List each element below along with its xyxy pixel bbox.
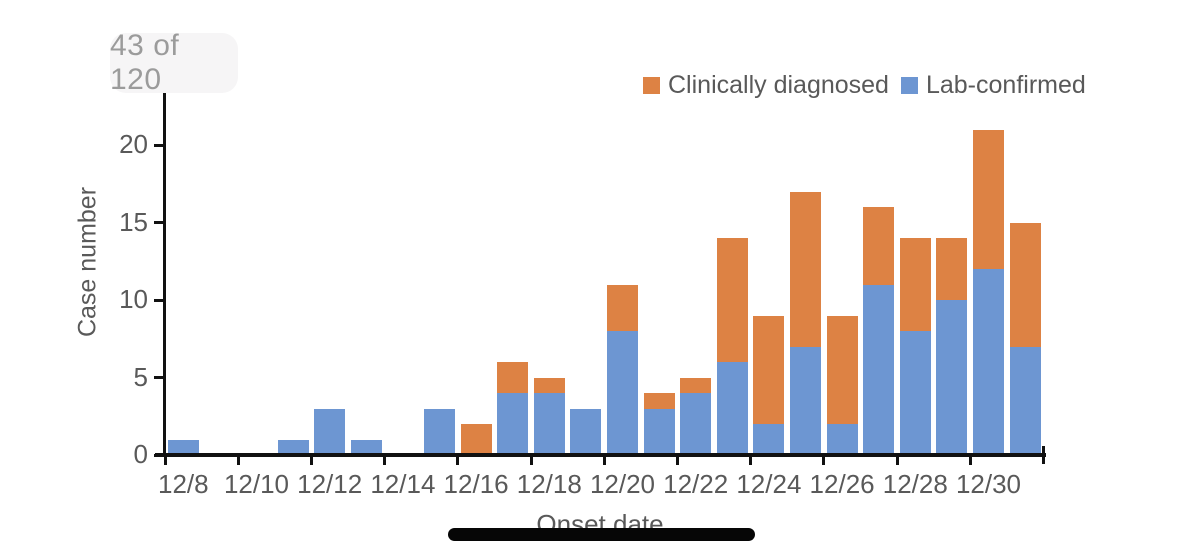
legend-item-lab-confirmed: Lab-confirmed xyxy=(900,71,1086,100)
bar-segment-lab xyxy=(497,393,529,455)
bar-segment-clinical xyxy=(826,315,858,424)
image-counter-badge: 43 of 120 xyxy=(110,29,238,96)
bar-segment-lab xyxy=(936,300,968,455)
legend-item-clinically-diagnosed: Clinically diagnosed xyxy=(643,71,889,100)
bar-segment-lab xyxy=(607,331,638,455)
x-tick-label: 12/20 xyxy=(589,469,656,499)
home-indicator[interactable] xyxy=(448,528,755,541)
x-tick-label: 12/16 xyxy=(443,469,509,499)
bar-segment-lab xyxy=(314,408,346,455)
bar-segment-lab xyxy=(899,331,931,455)
y-tick-label: 10 xyxy=(119,284,148,314)
chart-legend: Clinically diagnosed Lab-confirmed xyxy=(643,71,1086,100)
bar-segment-clinical xyxy=(899,238,931,331)
bar-segment-clinical xyxy=(753,315,785,424)
bar-segment-clinical xyxy=(716,238,748,362)
bar-segment-clinical xyxy=(607,284,638,331)
image-counter-text: 43 of 120 xyxy=(110,29,180,96)
bar-segment-lab xyxy=(350,439,382,455)
bar-segment-clinical xyxy=(460,424,492,455)
x-axis-tick xyxy=(383,455,387,465)
bar-segment-lab xyxy=(277,439,309,455)
bar-segment-clinical xyxy=(1009,222,1041,347)
y-tick-label: 0 xyxy=(133,439,148,469)
x-tick-label: 12/8 xyxy=(157,469,209,499)
y-axis-tick xyxy=(154,221,164,224)
bar-segment-lab xyxy=(167,439,199,455)
x-tick-label: 12/22 xyxy=(663,469,729,499)
x-tick-label: 12/28 xyxy=(882,469,948,499)
y-axis-tick xyxy=(154,298,164,302)
bar-segment-clinical xyxy=(790,191,821,347)
legend-label-lab: Lab-confirmed xyxy=(925,71,1086,99)
bar-segment-lab xyxy=(790,346,821,455)
bar-segment-clinical xyxy=(680,377,712,393)
bar-segment-lab xyxy=(716,362,748,455)
x-axis-tick xyxy=(749,455,753,465)
bar-segment-clinical xyxy=(533,377,565,393)
x-axis-tick xyxy=(529,455,533,465)
x-axis-tick xyxy=(895,455,899,465)
x-axis-line xyxy=(155,453,1046,457)
x-axis-tick xyxy=(163,455,167,465)
bar-segment-clinical xyxy=(973,129,1004,269)
bar-segment-lab xyxy=(826,424,858,455)
y-axis-tick xyxy=(154,143,164,147)
y-axis-line xyxy=(163,93,166,457)
x-axis-tick xyxy=(968,455,972,465)
y-axis-tick xyxy=(154,376,164,379)
x-tick-label: 12/24 xyxy=(736,469,802,499)
y-axis-title: Case number xyxy=(73,186,102,338)
legend-label-clinical: Clinically diagnosed xyxy=(668,71,889,99)
bar-segment-lab xyxy=(753,424,785,455)
x-tick-label: 12/26 xyxy=(809,469,875,499)
x-axis-tick xyxy=(602,455,606,465)
lab-swatch-icon xyxy=(900,77,918,94)
x-axis-tick xyxy=(1041,446,1045,464)
x-tick-label: 12/14 xyxy=(370,469,436,499)
bar-segment-lab xyxy=(570,408,602,455)
bar-segment-clinical xyxy=(497,362,529,393)
bar-segment-clinical xyxy=(643,393,675,409)
x-tick-label: 12/18 xyxy=(516,469,582,499)
bar-segment-lab xyxy=(863,284,895,455)
y-tick-label: 15 xyxy=(119,206,148,237)
x-tick-label: 12/12 xyxy=(297,469,363,499)
bar-segment-lab xyxy=(643,408,675,455)
x-axis-tick xyxy=(675,455,679,465)
x-tick-label: 12/10 xyxy=(223,469,290,499)
x-axis-tick xyxy=(236,455,240,465)
x-axis-tick xyxy=(456,455,460,465)
x-tick-label: 12/30 xyxy=(955,469,1022,499)
bar-segment-clinical xyxy=(863,207,895,285)
bar-segment-lab xyxy=(680,393,712,455)
bar-segment-lab xyxy=(533,393,565,455)
bar-segment-lab xyxy=(424,408,455,455)
y-tick-label: 5 xyxy=(133,361,148,392)
clinical-swatch-icon xyxy=(643,77,660,94)
bar-segment-lab xyxy=(1009,346,1041,455)
x-axis-tick xyxy=(309,455,313,465)
y-tick-label: 20 xyxy=(119,129,148,159)
bar-segment-lab xyxy=(973,269,1004,455)
x-axis-tick xyxy=(822,455,826,465)
bar-segment-clinical xyxy=(936,238,968,300)
